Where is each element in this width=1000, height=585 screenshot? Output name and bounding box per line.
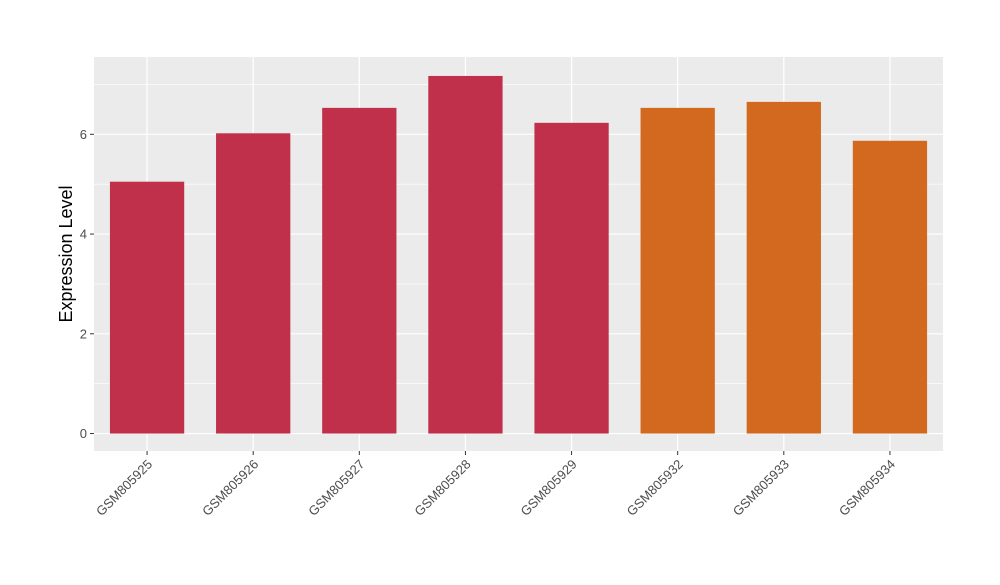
- x-tick-label: GSM805934: [836, 457, 898, 519]
- x-tick-label: GSM805932: [624, 457, 686, 519]
- y-tick-label: 6: [80, 127, 87, 142]
- y-tick-label: 2: [80, 326, 87, 341]
- x-tick-label: GSM805925: [93, 457, 155, 519]
- bar-GSM805928: [428, 75, 503, 434]
- bar-GSM805926: [216, 133, 291, 434]
- bar-GSM805932: [640, 107, 715, 434]
- x-axis: GSM805925 GSM805926 GSM805927 GSM805928 GSM8…: [93, 451, 898, 519]
- bar-GSM805933: [746, 101, 821, 434]
- y-axis-title: Expression Level: [56, 185, 76, 322]
- x-tick-label: GSM805933: [730, 457, 792, 519]
- x-tick-label: GSM805929: [517, 457, 579, 519]
- y-tick-label: 4: [80, 227, 87, 242]
- bars: [109, 75, 928, 434]
- x-tick-label: GSM805928: [411, 457, 473, 519]
- x-tick-label: GSM805927: [305, 457, 367, 519]
- bar-GSM805929: [534, 122, 609, 434]
- x-tick-label: GSM805926: [199, 457, 261, 519]
- y-axis: 0 2 4 6: [80, 127, 94, 441]
- bar-GSM805925: [109, 181, 185, 434]
- bar-GSM805934: [852, 140, 928, 434]
- bar-GSM805927: [322, 107, 397, 434]
- y-tick-label: 0: [80, 426, 87, 441]
